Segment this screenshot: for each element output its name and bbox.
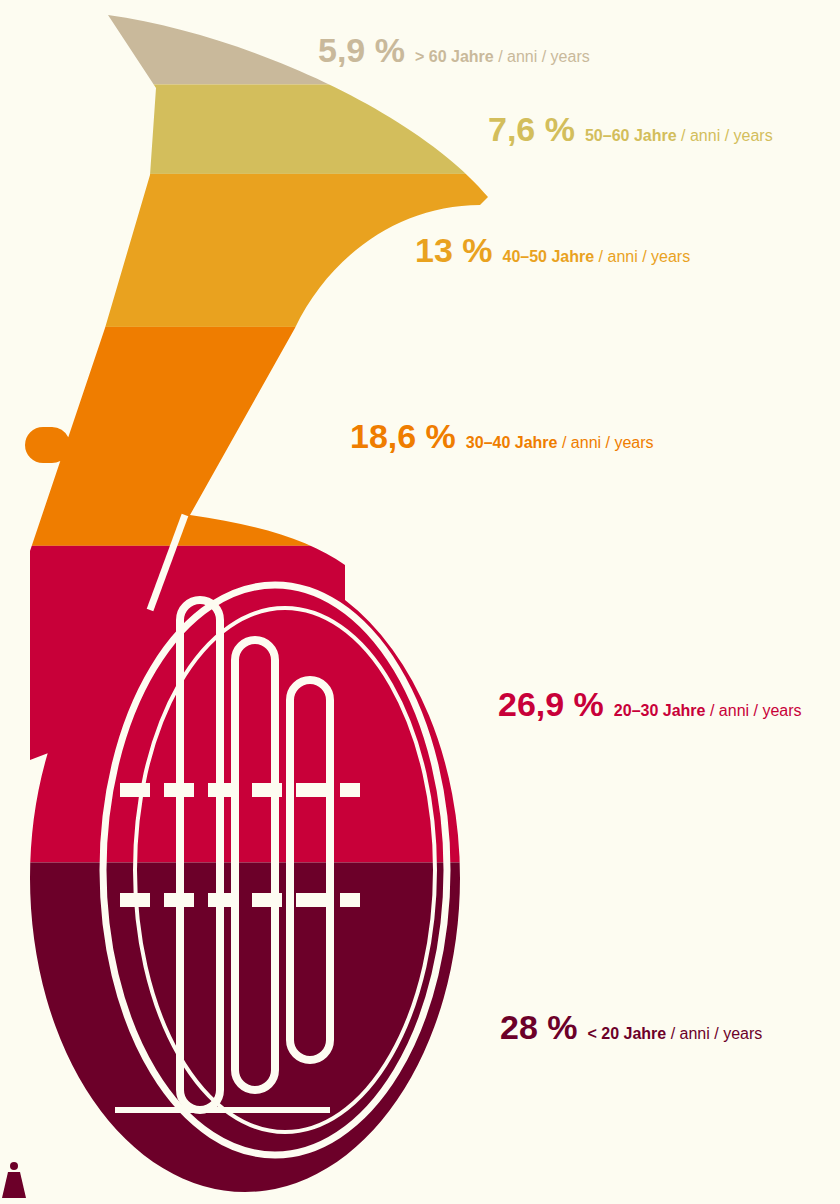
age-band (0, 327, 520, 546)
valve-tube (235, 640, 275, 1090)
tuba-details (103, 515, 447, 1155)
valve-bar (120, 893, 360, 907)
age-band (0, 84, 520, 173)
value-label: 28 % (500, 1008, 578, 1046)
category-label: > 60 Jahre / anni / years (415, 48, 590, 65)
labels: 5,9 % > 60 Jahre / anni / years 7,6 % 50–60… (318, 31, 802, 1046)
band-label: 28 % < 20 Jahre / anni / years (500, 1008, 762, 1046)
valve-tube (290, 680, 330, 1060)
chart: 5,9 % > 60 Jahre / anni / years 7,6 % 50–60… (0, 0, 840, 1204)
value-label: 5,9 % (318, 31, 405, 69)
band-label: 7,6 % 50–60 Jahre / anni / years (488, 110, 773, 148)
band-label: 5,9 % > 60 Jahre / anni / years (318, 31, 590, 69)
tube-gap (150, 515, 185, 610)
figure-icon (2, 1162, 26, 1198)
band-label: 18,6 % 30–40 Jahre / anni / years (350, 417, 654, 455)
category-label: 30–40 Jahre / anni / years (466, 434, 654, 451)
figure-body (2, 1172, 26, 1198)
valve-bar (120, 783, 360, 797)
category-label: 20–30 Jahre / anni / years (614, 702, 802, 719)
age-band (0, 15, 520, 84)
value-label: 13 % (415, 231, 493, 269)
valve-tube (180, 600, 220, 1110)
band-label: 13 % 40–50 Jahre / anni / years (415, 231, 690, 269)
category-label: < 20 Jahre / anni / years (588, 1025, 763, 1042)
age-band (0, 174, 520, 327)
figure-head (10, 1162, 18, 1170)
plot-area (0, 15, 520, 1192)
value-label: 7,6 % (488, 110, 575, 148)
value-label: 18,6 % (350, 417, 456, 455)
band-label: 26,9 % 20–30 Jahre / anni / years (498, 685, 802, 723)
value-label: 26,9 % (498, 685, 604, 723)
category-label: 50–60 Jahre / anni / years (585, 127, 773, 144)
tube-brace (115, 1107, 330, 1113)
tube-ring (103, 585, 447, 1155)
category-label: 40–50 Jahre / anni / years (503, 248, 691, 265)
